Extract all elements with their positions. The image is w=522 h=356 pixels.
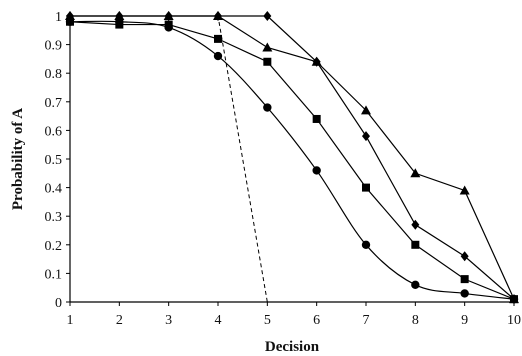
x-tick-label: 8	[412, 313, 419, 328]
x-axis-label: Decision	[265, 339, 320, 355]
data-point-square	[411, 240, 420, 249]
series-line	[69, 21, 515, 300]
data-point-square	[214, 34, 222, 43]
x-tick-label: 4	[215, 313, 222, 328]
tick-labels: 1 2 3 4 5 6 7 8 9 10 0 0.1 0.2 0.3 0.4 0.5 0.6 0.7 0.8 0.9 1	[45, 10, 522, 328]
data-point-square	[263, 57, 272, 66]
series-line	[70, 15, 514, 303]
y-tick-label: 0.8	[45, 67, 63, 82]
y-tick-label: 0.2	[45, 239, 63, 254]
series-line	[70, 15, 515, 300]
data-point-circle	[213, 51, 223, 61]
y-axis-label: Probability of A	[10, 108, 26, 210]
x-tick-label: 3	[165, 313, 172, 328]
y-tick-label: 0.6	[45, 124, 63, 139]
series-line	[70, 15, 515, 300]
series-line	[69, 20, 515, 300]
data-point-circle	[164, 23, 173, 32]
data-point-diamond	[460, 251, 469, 262]
y-tick-label: 0	[55, 296, 62, 311]
data-point-circle	[411, 280, 420, 290]
x-tick-label: 10	[507, 313, 521, 328]
y-tick-label: 1	[55, 10, 62, 25]
data-point-square	[362, 183, 370, 192]
series-square	[66, 17, 518, 304]
series-triangle	[65, 11, 519, 304]
y-tick-label: 0.3	[45, 210, 63, 225]
x-tick-label: 2	[116, 313, 123, 328]
x-tick-label: 7	[363, 313, 370, 328]
series-circle	[65, 17, 519, 304]
data-point-diamond	[263, 11, 272, 21]
y-tick-label: 0.9	[45, 39, 63, 54]
y-tick-label: 0.7	[45, 96, 63, 111]
data-point-circle	[460, 289, 469, 298]
y-tick-label: 0.4	[45, 182, 63, 197]
data-point-square	[460, 275, 469, 284]
data-point-triangle	[410, 168, 421, 178]
x-tick-label: 1	[67, 313, 74, 328]
data-point-circle	[312, 166, 321, 175]
data-point-diamond	[312, 56, 321, 67]
data-point-diamond	[362, 131, 370, 142]
data-point-circle	[115, 17, 124, 26]
x-tick-label: 5	[264, 313, 271, 328]
data-point-triangle	[459, 185, 470, 195]
x-tick-label: 6	[313, 313, 320, 328]
data-point-diamond	[411, 219, 420, 230]
chart-series	[65, 11, 519, 305]
data-point-square	[312, 114, 321, 123]
series-dashed	[70, 15, 514, 303]
chart-axes	[66, 15, 515, 306]
x-tick-label: 9	[461, 313, 468, 328]
y-tick-label: 0.5	[45, 153, 63, 168]
data-point-circle	[65, 17, 75, 26]
y-tick-label: 0.1	[45, 267, 63, 282]
data-point-circle	[263, 103, 272, 112]
data-point-triangle	[262, 42, 273, 52]
data-point-circle	[361, 240, 371, 249]
data-point-triangle	[361, 105, 371, 115]
data-point-circle	[509, 294, 519, 304]
